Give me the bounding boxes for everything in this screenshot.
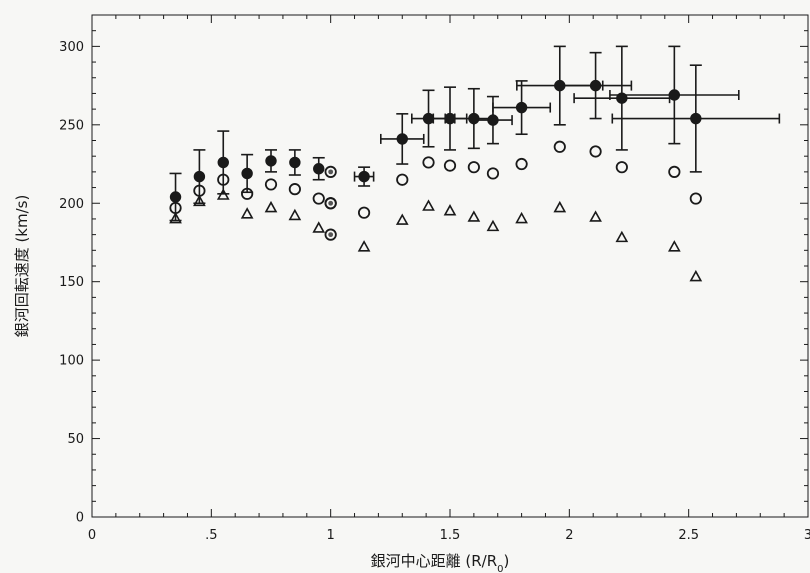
open-triangle-point <box>553 200 567 213</box>
dotted-circle-center <box>328 232 334 238</box>
open-triangle-point <box>193 194 206 207</box>
dotted-circle-point <box>324 197 337 210</box>
open-circle-point <box>486 167 500 180</box>
open-circle-point <box>443 159 457 172</box>
open-triangle-point <box>689 269 703 282</box>
filled-circle-point <box>241 167 253 180</box>
dotted-circle-point <box>324 165 337 178</box>
open-circle-point <box>668 165 681 178</box>
open-circle-point <box>169 201 182 215</box>
y-tick-label: 200 <box>59 197 84 212</box>
open-triangle-point <box>443 204 457 216</box>
open-circle-point <box>217 173 230 186</box>
filled-circle-point <box>289 156 301 169</box>
dotted-circle-center <box>328 200 334 206</box>
open-circle-point <box>422 156 435 169</box>
open-circle-point <box>589 145 602 158</box>
filled-circle-point <box>396 133 408 145</box>
open-triangle-point <box>357 240 371 252</box>
open-triangle-point <box>395 213 409 225</box>
filled-circle-point <box>616 92 628 104</box>
open-triangle-point <box>667 240 681 252</box>
x-tick-label: 3 <box>804 528 810 543</box>
open-circle-point <box>467 161 480 174</box>
open-circle-point <box>553 140 566 153</box>
open-triangle-point <box>467 210 481 222</box>
open-triangle-point <box>615 230 629 243</box>
open-circle-point <box>241 187 254 200</box>
open-triangle-point <box>264 200 278 213</box>
y-tick-label: 0 <box>76 511 84 526</box>
filled-circle-point <box>589 79 602 92</box>
data-marks <box>169 45 781 282</box>
filled-circle-point <box>265 155 277 167</box>
open-triangle-point <box>486 219 500 232</box>
open-triangle-point <box>422 199 435 211</box>
filled-circle-point <box>515 101 528 114</box>
open-triangle-point <box>288 208 302 221</box>
x-tick-label: 1.5 <box>440 528 461 543</box>
filled-circle-point <box>193 170 206 183</box>
open-circle-point <box>312 192 325 205</box>
filled-circle-point <box>422 112 435 125</box>
y-tick-label: 250 <box>59 118 84 133</box>
x-axis-label-end: ) <box>504 552 510 570</box>
y-tick-label: 300 <box>59 40 84 55</box>
open-circle-point <box>689 192 702 205</box>
filled-circle-point <box>487 114 499 126</box>
x-tick-label: 1 <box>327 528 335 543</box>
x-tick-label: 2.5 <box>678 528 699 543</box>
open-triangle-point <box>589 210 602 222</box>
open-triangle-point <box>312 221 326 233</box>
x-axis-label: 銀河中心距離 (R/R0) <box>371 552 510 573</box>
y-axis-label: 銀河回転速度 (km/s) <box>13 195 31 338</box>
filled-circle-point <box>690 112 702 125</box>
axes: 0 .5 1 1.5 2 2.5 3 0 50 100 150 200 250 300 <box>59 14 810 543</box>
open-triangle-point <box>169 211 182 224</box>
x-tick-label: .5 <box>205 528 217 543</box>
filled-circle-point <box>554 79 566 92</box>
filled-circle-point <box>169 191 182 203</box>
x-tick-label: 2 <box>565 528 573 543</box>
filled-circle-point <box>313 163 325 175</box>
open-circle-point <box>264 178 278 191</box>
x-tick-label: 0 <box>88 528 96 543</box>
y-tick-label: 100 <box>59 354 84 369</box>
open-circle-point <box>615 161 628 174</box>
open-circle-point <box>193 184 206 197</box>
filled-circle-point <box>444 112 456 125</box>
filled-circle-point <box>668 89 681 101</box>
open-circle-point <box>396 173 409 186</box>
open-triangle-point <box>240 207 254 219</box>
dotted-circle-point <box>324 228 337 241</box>
open-triangle-point <box>515 211 528 224</box>
filled-circle-point <box>468 112 480 125</box>
y-tick-label: 50 <box>67 432 84 447</box>
x-axis-label-subscript: 0 <box>497 564 503 573</box>
filled-circle-point <box>358 170 370 183</box>
y-tick-label: 150 <box>59 275 84 290</box>
dotted-circle-center <box>328 169 334 175</box>
open-circle-point <box>515 157 528 171</box>
x-axis-label-main: 銀河中心距離 (R/R <box>371 552 498 570</box>
open-triangle-point <box>216 188 230 200</box>
filled-circle-point <box>217 156 229 169</box>
open-circle-point <box>357 206 371 219</box>
open-circle-point <box>288 183 301 196</box>
